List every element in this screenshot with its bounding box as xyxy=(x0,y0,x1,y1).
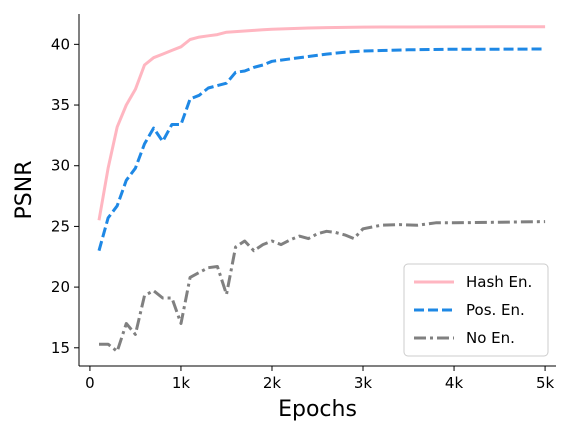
y-tick-label: 25 xyxy=(51,217,70,235)
series-layer xyxy=(97,25,546,353)
axes: 0 1k 2k 3k 4k 5k 15 20 25 30 35 40 xyxy=(51,14,556,392)
series-line-1 xyxy=(97,47,546,252)
legend-label-2: No En. xyxy=(466,329,515,347)
series-line-2 xyxy=(99,220,546,353)
y-tick-label: 40 xyxy=(51,35,70,53)
legend-label-0: Hash En. xyxy=(466,273,532,291)
x-tick-label: 5k xyxy=(536,374,555,392)
legend-box xyxy=(403,263,549,357)
y-tick-label: 35 xyxy=(51,96,70,114)
legend-label-1: Pos. En. xyxy=(466,301,525,319)
x-tick-label: 1k xyxy=(172,374,191,392)
x-axis-title: Epochs xyxy=(278,397,357,422)
x-tick-label: 4k xyxy=(445,374,464,392)
y-axis-title: PSNR xyxy=(12,161,37,220)
legend: Hash En. Pos. En. No En. xyxy=(403,263,549,357)
x-tick-label: 0 xyxy=(85,374,95,392)
y-tick-label: 30 xyxy=(51,157,70,175)
x-tick-label: 3k xyxy=(354,374,373,392)
y-tick-label: 15 xyxy=(51,339,70,357)
x-tick-label: 2k xyxy=(263,374,282,392)
y-tick-label: 20 xyxy=(51,278,70,296)
series-line-0 xyxy=(97,25,546,221)
